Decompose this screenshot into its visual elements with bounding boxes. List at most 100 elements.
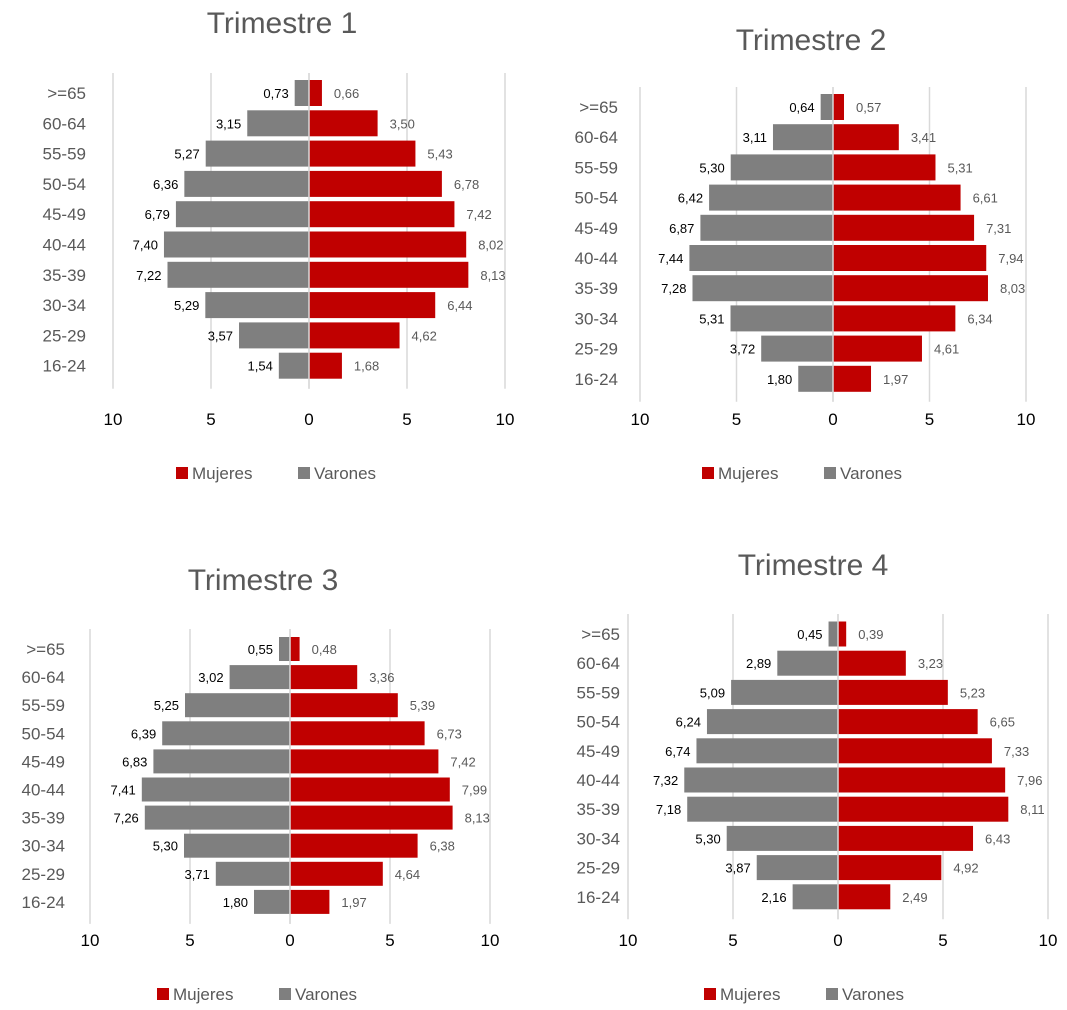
data-label-mujeres: 8,02 [478,238,503,253]
bar-mujeres [290,833,418,858]
data-label-varones: 0,45 [797,627,822,642]
bar-varones [792,884,838,910]
bar-mujeres [838,796,1009,822]
data-label-varones: 2,89 [746,656,771,671]
bar-mujeres [838,767,1006,793]
data-label-mujeres: 4,61 [934,342,959,357]
bar-varones [828,621,838,647]
chart-trimestre-1: Trimestre 1 10 5 0 5 10 >=65 0,73 0,66 60-64 3,15 3… [0,0,530,500]
bar-mujeres [290,889,330,914]
category-label: 30-34 [575,309,618,328]
legend-swatch-varones [279,988,291,1000]
data-label-varones: 5,30 [699,160,724,175]
bar-mujeres [838,679,948,705]
x-tick-label: 5 [938,931,947,950]
category-label: 40-44 [575,249,618,268]
bar-varones [761,335,833,362]
bar-mujeres [309,322,400,349]
legend-label-varones: Varones [842,985,904,1004]
bar-mujeres [290,777,450,802]
data-label-varones: 0,73 [263,86,288,101]
x-tick-label: 0 [833,931,842,950]
data-label-mujeres: 4,64 [395,867,420,882]
data-label-varones: 5,27 [174,147,199,162]
category-label: 25-29 [577,859,620,878]
category-label: 55-59 [22,696,65,715]
category-label: >=65 [579,98,618,117]
bar-varones [163,231,309,258]
bar-mujeres [838,709,978,735]
data-label-mujeres: 6,43 [985,831,1010,846]
pyramid-chart-svg: Trimestre 2 10 5 0 5 10 >=65 0,64 0,57 60-64 3,11 3… [575,24,1036,483]
pyramid-chart-svg: Trimestre 4 10 5 0 5 10 >=65 0,45 0,39 60-64 2,89 3… [577,549,1058,1004]
legend-label-varones: Varones [840,464,902,483]
x-tick-label: 5 [402,410,411,429]
bar-varones [687,796,838,822]
data-label-varones: 3,11 [743,130,767,145]
category-label: 60-64 [22,668,65,687]
bar-varones [278,352,309,379]
data-label-mujeres: 6,38 [430,839,455,854]
data-label-varones: 7,32 [653,773,678,788]
x-tick-label: 0 [304,410,313,429]
data-label-mujeres: 1,97 [341,895,366,910]
bar-varones [162,721,290,746]
category-label: 16-24 [22,893,65,912]
data-label-mujeres: 3,50 [390,116,415,131]
category-label: 40-44 [22,781,65,800]
category-label: 40-44 [577,771,620,790]
bar-mujeres [290,665,358,690]
data-label-mujeres: 7,42 [466,207,491,222]
legend-swatch-mujeres [176,467,188,479]
bar-mujeres [833,335,922,362]
bar-mujeres [838,825,974,851]
category-label: 45-49 [575,219,618,238]
data-label-varones: 6,24 [676,715,701,730]
category-label: 55-59 [575,158,618,177]
bar-varones [167,261,309,288]
x-tick-label: 5 [732,410,741,429]
bar-varones [772,124,833,151]
data-label-mujeres: 0,57 [856,100,881,115]
category-label: >=65 [581,625,620,644]
data-label-varones: 5,30 [153,839,178,854]
bar-varones [215,861,290,886]
bar-mujeres [838,855,942,881]
legend-swatch-mujeres [702,467,714,479]
bar-varones [692,275,833,302]
legend-label-mujeres: Mujeres [192,464,252,483]
bar-varones [726,825,838,851]
data-label-mujeres: 6,78 [454,177,479,192]
bar-mujeres [290,637,300,661]
data-label-varones: 6,39 [131,726,156,741]
bar-mujeres [833,214,975,241]
bar-varones [294,80,309,106]
bar-varones [279,637,290,661]
x-tick-label: 10 [104,410,123,429]
bar-varones [798,365,833,392]
x-tick-label: 5 [728,931,737,950]
category-label: 35-39 [575,279,618,298]
data-label-varones: 1,80 [767,372,792,387]
data-label-mujeres: 6,44 [447,298,472,313]
bar-varones [684,767,838,793]
bar-varones [205,292,309,319]
data-label-varones: 5,09 [700,685,725,700]
chart-title: Trimestre 4 [738,549,889,582]
data-label-mujeres: 0,48 [312,642,337,657]
bar-varones [820,94,833,120]
category-label: 60-64 [577,654,620,673]
data-label-varones: 7,18 [656,802,681,817]
data-label-varones: 3,02 [198,670,223,685]
data-label-mujeres: 7,96 [1017,773,1042,788]
data-label-mujeres: 3,23 [918,656,943,671]
data-label-varones: 5,29 [174,298,199,313]
data-label-mujeres: 7,94 [998,251,1023,266]
bar-varones [175,201,309,228]
category-label: 50-54 [577,713,620,732]
category-label: 30-34 [43,296,86,315]
data-label-mujeres: 3,36 [369,670,394,685]
bar-mujeres [309,201,455,228]
bar-varones [144,805,290,830]
data-label-mujeres: 8,13 [465,811,490,826]
